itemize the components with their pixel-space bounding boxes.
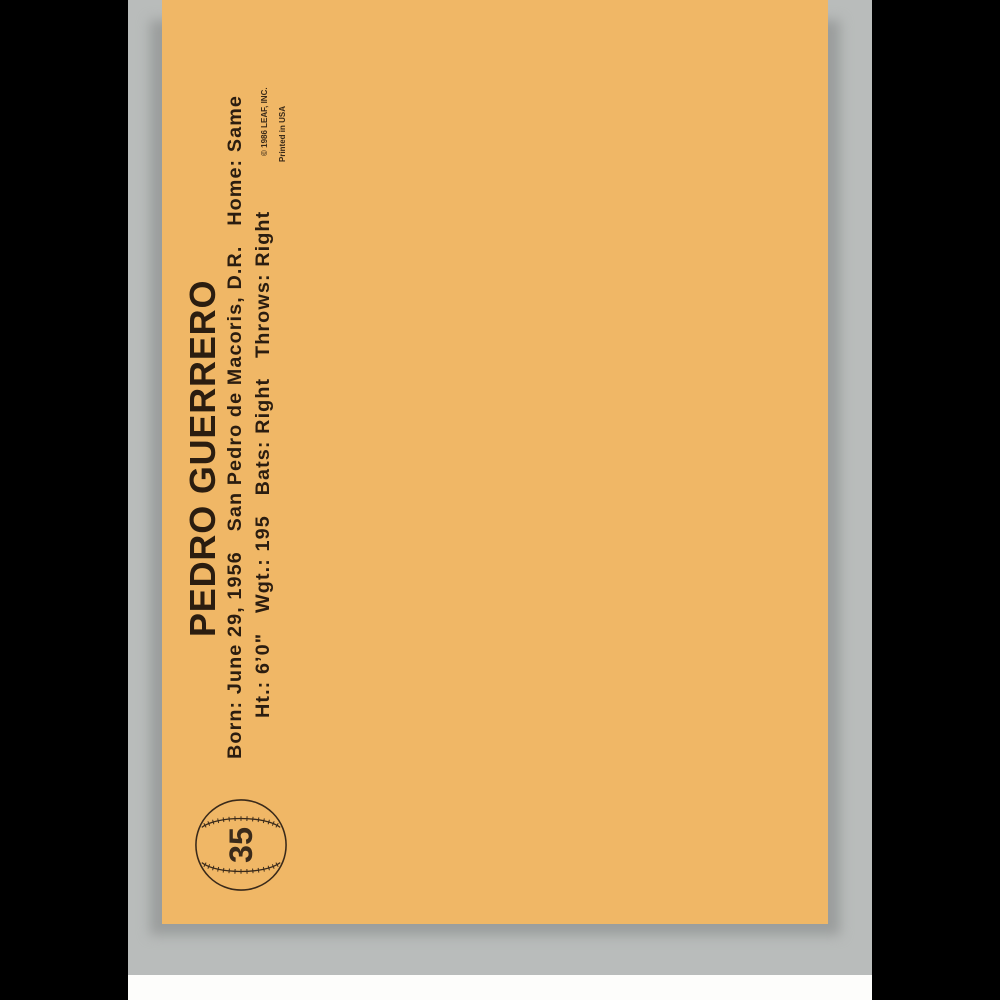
svg-text:35: 35 bbox=[223, 827, 259, 863]
